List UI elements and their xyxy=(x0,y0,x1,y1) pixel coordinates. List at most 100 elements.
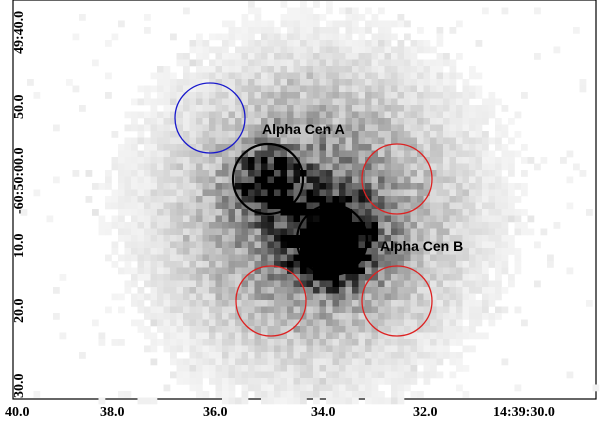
count-pixel xyxy=(358,391,366,398)
count-pixel xyxy=(293,287,301,294)
count-pixel xyxy=(157,280,164,288)
count-pixel xyxy=(137,397,145,405)
count-pixel xyxy=(306,365,314,372)
count-pixel xyxy=(404,170,411,177)
count-pixel xyxy=(261,378,268,385)
count-pixel xyxy=(482,98,489,106)
count-pixel xyxy=(410,137,418,145)
count-pixel xyxy=(313,27,320,34)
count-pixel xyxy=(222,144,229,151)
count-pixel xyxy=(287,215,294,223)
count-pixel xyxy=(456,306,463,314)
count-pixel xyxy=(423,248,431,255)
count-pixel xyxy=(274,215,281,223)
count-pixel xyxy=(462,189,470,197)
count-pixel xyxy=(222,352,229,359)
count-pixel xyxy=(482,131,489,138)
count-pixel xyxy=(352,378,359,385)
count-pixel xyxy=(326,397,333,405)
count-pixel xyxy=(222,358,229,366)
count-pixel xyxy=(254,53,262,60)
count-pixel xyxy=(482,7,489,15)
count-pixel xyxy=(365,306,372,314)
count-pixel xyxy=(215,163,223,171)
count-pixel xyxy=(475,215,483,223)
count-pixel xyxy=(313,118,320,125)
count-pixel xyxy=(384,170,392,177)
count-pixel xyxy=(482,215,489,223)
count-pixel xyxy=(196,105,203,112)
count-pixel xyxy=(176,300,184,307)
count-pixel xyxy=(293,92,301,99)
count-pixel xyxy=(176,228,184,236)
count-pixel xyxy=(397,196,405,203)
count-pixel xyxy=(404,352,411,359)
count-pixel xyxy=(365,157,372,164)
count-pixel xyxy=(313,79,320,86)
count-pixel xyxy=(215,287,223,294)
count-pixel xyxy=(436,137,444,145)
count-pixel xyxy=(222,313,229,320)
count-pixel xyxy=(410,118,418,125)
count-pixel xyxy=(371,124,379,132)
count-pixel xyxy=(196,163,203,171)
count-pixel xyxy=(189,98,197,106)
count-pixel xyxy=(397,235,405,242)
count-pixel xyxy=(352,40,359,47)
count-pixel xyxy=(352,176,359,184)
count-pixel xyxy=(410,170,418,177)
count-pixel xyxy=(462,111,470,119)
count-pixel xyxy=(397,20,405,28)
count-pixel xyxy=(228,339,236,346)
count-pixel xyxy=(228,92,236,99)
count-pixel xyxy=(189,384,197,392)
count-pixel xyxy=(482,248,489,255)
count-pixel xyxy=(189,46,197,54)
source-label-alpha-cen-b: Alpha Cen B xyxy=(380,238,463,254)
count-pixel xyxy=(456,313,463,320)
count-pixel xyxy=(235,144,242,151)
count-pixel xyxy=(306,287,314,294)
count-pixel xyxy=(443,222,450,229)
count-pixel xyxy=(313,352,320,359)
count-pixel xyxy=(274,163,281,171)
count-pixel xyxy=(410,332,418,340)
count-pixel xyxy=(287,124,294,132)
count-pixel xyxy=(306,241,314,249)
count-pixel xyxy=(209,280,216,288)
count-pixel xyxy=(163,248,171,255)
count-pixel xyxy=(319,183,327,190)
count-pixel xyxy=(228,378,236,385)
count-pixel xyxy=(183,235,190,242)
count-pixel xyxy=(462,313,470,320)
count-pixel xyxy=(371,144,379,151)
count-pixel xyxy=(566,371,574,379)
count-pixel xyxy=(436,189,444,197)
count-pixel xyxy=(339,306,346,314)
count-pixel xyxy=(358,105,366,112)
count-pixel xyxy=(417,144,424,151)
count-pixel xyxy=(345,33,353,41)
count-pixel xyxy=(150,196,158,203)
count-pixel xyxy=(215,378,223,385)
count-pixel xyxy=(319,150,327,158)
count-pixel xyxy=(235,280,242,288)
count-pixel xyxy=(319,163,327,171)
count-pixel xyxy=(163,313,171,320)
count-pixel xyxy=(397,384,405,392)
count-pixel xyxy=(150,98,158,106)
count-pixel xyxy=(131,267,138,275)
count-pixel xyxy=(423,254,431,262)
count-pixel xyxy=(319,176,327,184)
count-pixel xyxy=(404,326,411,333)
count-pixel xyxy=(306,53,314,60)
count-pixel xyxy=(482,176,489,184)
count-pixel xyxy=(378,313,385,320)
count-pixel xyxy=(176,176,184,184)
count-pixel xyxy=(352,7,359,15)
count-pixel xyxy=(137,235,145,242)
count-pixel xyxy=(339,59,346,67)
count-pixel xyxy=(189,326,197,333)
count-pixel xyxy=(274,293,281,301)
count-pixel xyxy=(430,287,437,294)
